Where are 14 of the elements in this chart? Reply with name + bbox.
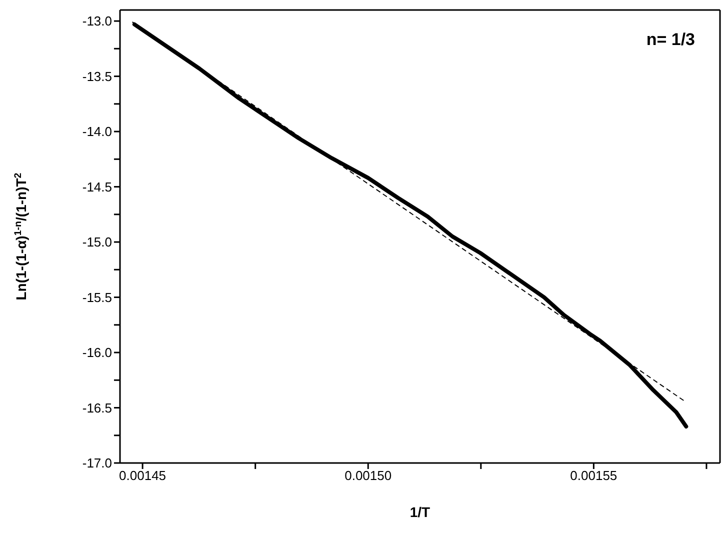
annotation: n= 1/3 <box>646 30 695 50</box>
y-tick-label: -16.0 <box>82 345 112 360</box>
y-tick-label: -13.5 <box>82 68 112 84</box>
x-tick-label: 0.00155 <box>570 468 618 484</box>
y-tick-label: -15.0 <box>82 234 112 250</box>
x-axis-title: 1/T <box>410 504 431 520</box>
y-tick-label: -17.0 <box>82 456 112 471</box>
x-tick-label: 0.00145 <box>119 468 166 484</box>
y-tick-label: -15.5 <box>82 290 112 305</box>
x-tick-label: 0.00150 <box>344 468 392 484</box>
y-tick-label: -14.5 <box>82 179 112 194</box>
y-tick-label: -14.0 <box>82 124 112 140</box>
y-tick-label: -13.0 <box>82 14 112 29</box>
y-tick-label: -16.5 <box>82 400 112 416</box>
